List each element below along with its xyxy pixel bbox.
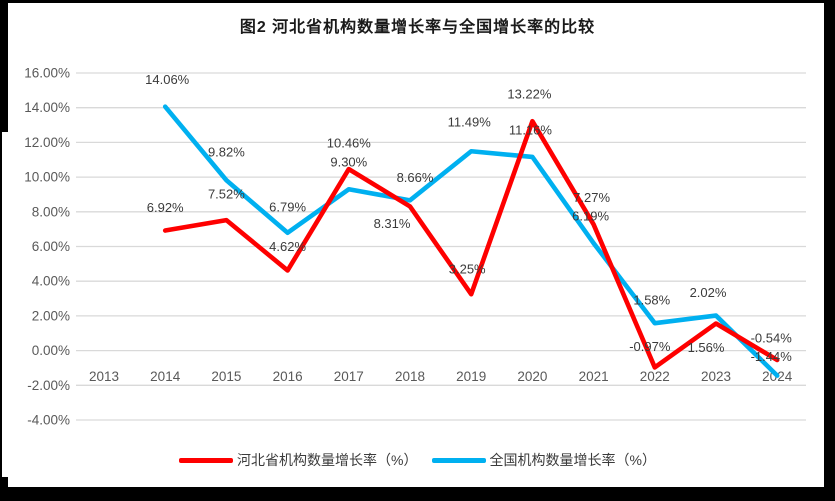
- chart-title: 图2 河北省机构数量增长率与全国增长率的比较: [239, 19, 596, 36]
- svg-text:6.19%: 6.19%: [572, 209, 609, 224]
- svg-text:4.62%: 4.62%: [269, 239, 306, 254]
- svg-text:8.66%: 8.66%: [397, 170, 434, 185]
- svg-text:-0.97%: -0.97%: [629, 339, 671, 354]
- svg-text:-4.00%: -4.00%: [27, 413, 70, 428]
- svg-text:2021: 2021: [579, 369, 609, 384]
- scan-border-left-bottom: [0, 477, 8, 501]
- svg-text:2.00%: 2.00%: [32, 308, 70, 323]
- svg-text:6.00%: 6.00%: [32, 239, 70, 254]
- svg-text:2023: 2023: [701, 369, 731, 384]
- svg-text:4.00%: 4.00%: [32, 274, 70, 289]
- svg-text:2014: 2014: [150, 369, 181, 384]
- svg-text:2019: 2019: [456, 369, 486, 384]
- svg-text:10.00%: 10.00%: [24, 170, 70, 185]
- svg-text:2022: 2022: [640, 369, 670, 384]
- svg-text:-0.54%: -0.54%: [751, 330, 793, 345]
- svg-text:0.00%: 0.00%: [32, 343, 70, 358]
- svg-text:10.46%: 10.46%: [327, 136, 372, 151]
- svg-text:11.49%: 11.49%: [448, 115, 492, 130]
- svg-text:9.30%: 9.30%: [330, 155, 367, 170]
- svg-text:16.00%: 16.00%: [24, 66, 70, 81]
- svg-text:11.16%: 11.16%: [509, 122, 553, 137]
- legend-label-national: 全国机构数量增长率（%）: [489, 452, 656, 468]
- svg-text:1.58%: 1.58%: [633, 293, 670, 308]
- svg-text:6.79%: 6.79%: [269, 199, 306, 214]
- scan-border-right: [824, 0, 835, 501]
- legend-line-swatch-red: [179, 457, 234, 463]
- legend-line-swatch-blue: [431, 457, 486, 463]
- svg-text:2.02%: 2.02%: [690, 285, 727, 300]
- svg-text:2020: 2020: [517, 369, 547, 384]
- legend-label-hebei: 河北省机构数量增长率（%）: [237, 452, 418, 468]
- svg-text:14.06%: 14.06%: [145, 72, 190, 87]
- scan-border-top: [0, 0, 835, 3]
- svg-text:6.92%: 6.92%: [147, 200, 184, 215]
- svg-text:9.82%: 9.82%: [208, 145, 245, 160]
- svg-text:1.56%: 1.56%: [688, 340, 725, 355]
- legend-item-national: 全国机构数量增长率（%）: [431, 450, 656, 470]
- scan-border-bottom: [0, 487, 835, 501]
- scan-border-left: [0, 0, 2, 501]
- svg-text:2015: 2015: [211, 369, 241, 384]
- svg-text:8.00%: 8.00%: [32, 204, 70, 219]
- svg-text:2017: 2017: [334, 369, 364, 384]
- svg-text:3.25%: 3.25%: [449, 262, 486, 277]
- svg-text:2016: 2016: [273, 369, 303, 384]
- svg-text:13.22%: 13.22%: [507, 87, 552, 102]
- svg-text:-2.00%: -2.00%: [27, 378, 70, 393]
- svg-text:8.31%: 8.31%: [374, 216, 411, 231]
- svg-text:2013: 2013: [89, 369, 119, 384]
- scan-border-left-top: [0, 0, 8, 132]
- chart-legend: 河北省机构数量增长率（%） 全国机构数量增长率（%）: [0, 450, 835, 470]
- svg-text:7.27%: 7.27%: [573, 190, 610, 205]
- svg-text:2018: 2018: [395, 369, 425, 384]
- legend-item-hebei: 河北省机构数量增长率（%）: [179, 450, 418, 470]
- svg-text:12.00%: 12.00%: [24, 135, 70, 150]
- svg-text:14.00%: 14.00%: [24, 100, 70, 115]
- svg-text:-1.44%: -1.44%: [751, 349, 793, 364]
- svg-text:7.52%: 7.52%: [208, 187, 245, 202]
